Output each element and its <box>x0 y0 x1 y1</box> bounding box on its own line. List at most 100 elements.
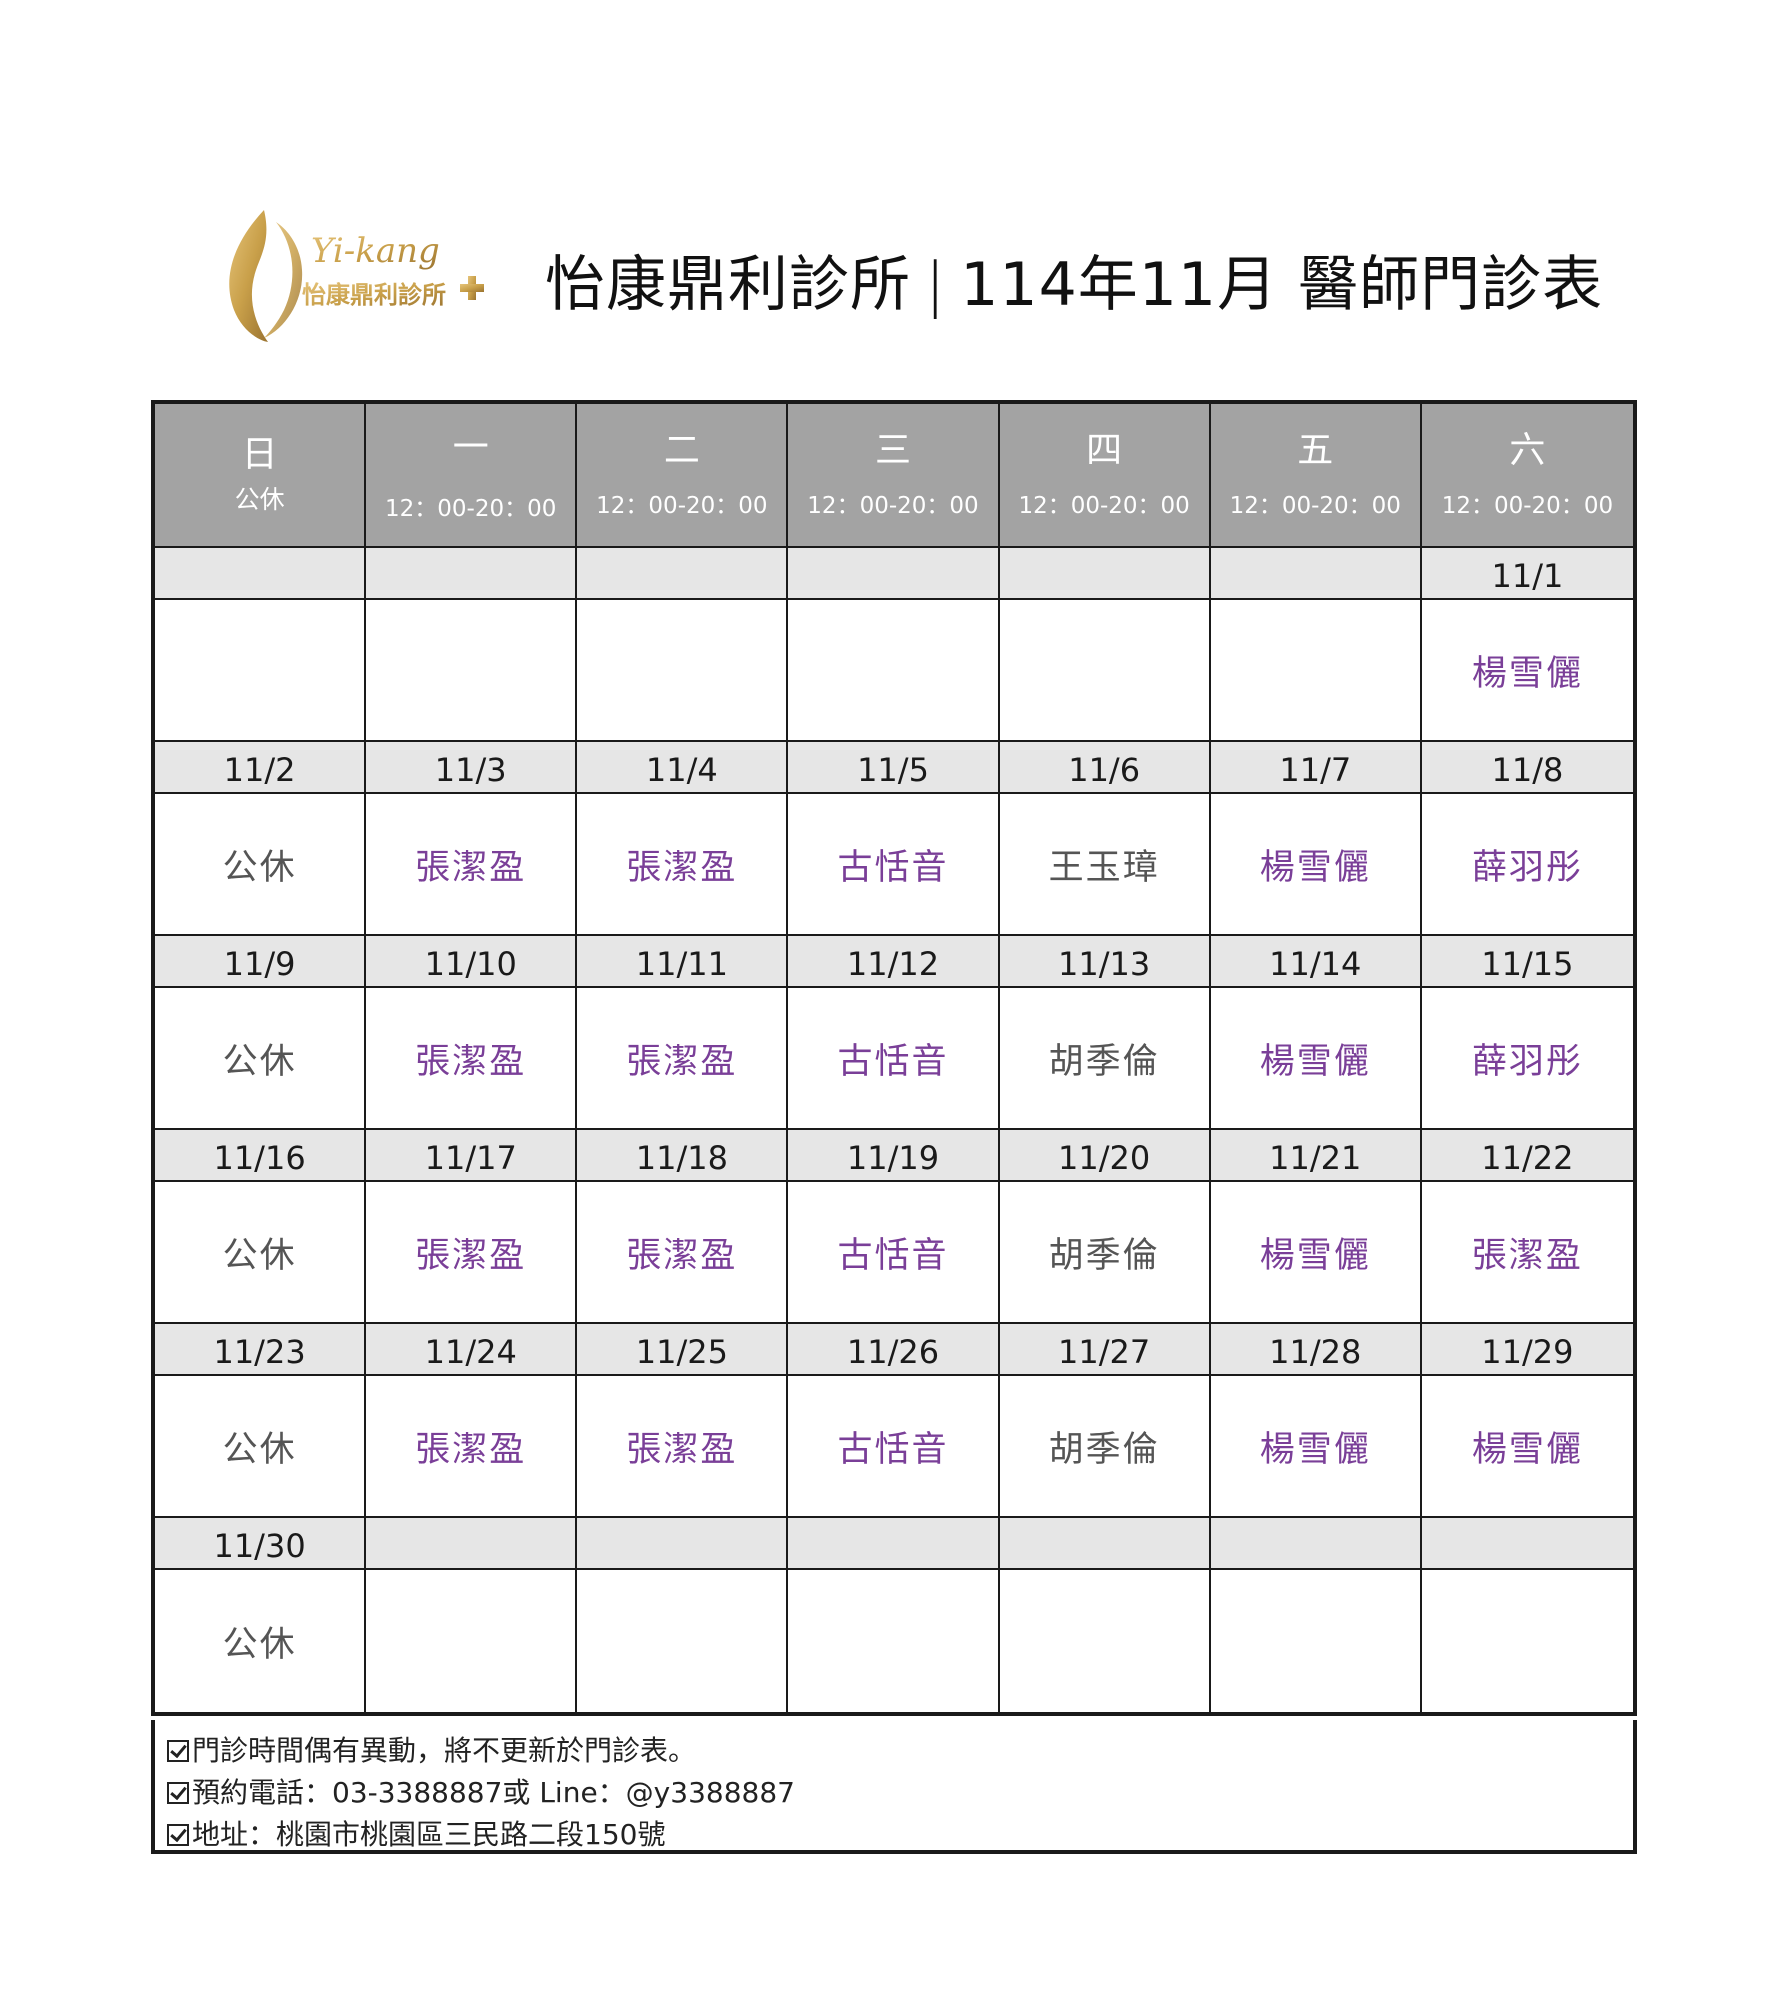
doctor-cell: 楊雪儷 <box>1421 1376 1633 1518</box>
weekday-hours: 12：00-20：00 <box>596 493 768 519</box>
doctor-cell: 張潔盈 <box>366 988 578 1130</box>
date-cell: 11/5 <box>788 742 1000 794</box>
clinic-name: 怡康鼎利診所 <box>545 250 911 320</box>
date-cell <box>1421 1518 1633 1570</box>
date-cell <box>1210 1518 1422 1570</box>
doctor-cell <box>366 600 578 742</box>
date-cell: 11/28 <box>1210 1324 1422 1376</box>
doctor-row: 公休 <box>155 1570 1633 1712</box>
date-cell <box>999 1518 1211 1570</box>
weekday-name: 日 <box>241 434 278 475</box>
date-row: 11/16 11/17 11/18 11/19 11/20 11/21 11/22 <box>155 1130 1633 1182</box>
date-cell: 11/15 <box>1421 936 1633 988</box>
doctor-cell: 張潔盈 <box>577 988 789 1130</box>
checkbox-checked-icon <box>167 1824 189 1846</box>
date-cell <box>788 1518 1000 1570</box>
weeks-container: 11/1 楊雪儷 11/2 11/3 11/4 11/5 11/6 11/7 11/8 公休 張潔盈… <box>155 548 1633 1712</box>
weekday-header-wed: 三 12：00-20：00 <box>788 404 1000 546</box>
date-row: 11/30 <box>155 1518 1633 1570</box>
doctor-cell <box>1000 1570 1211 1712</box>
doctor-cell <box>1210 600 1422 742</box>
doctor-cell: 張潔盈 <box>577 1182 789 1324</box>
doctor-cell: 楊雪儷 <box>1210 1376 1422 1518</box>
doctor-cell: 楊雪儷 <box>1210 794 1422 936</box>
date-row: 11/1 <box>155 548 1633 600</box>
doctor-cell: 薛羽彤 <box>1421 794 1633 936</box>
doctor-cell: 張潔盈 <box>366 794 578 936</box>
date-cell: 11/13 <box>999 936 1211 988</box>
doctor-row: 公休 張潔盈 張潔盈 古恬音 胡季倫 楊雪儷 薛羽彤 <box>155 988 1633 1130</box>
doctor-cell <box>1211 1570 1422 1712</box>
date-cell <box>788 548 1000 600</box>
note-text: 門診時間偶有異動，將不更新於門診表。 <box>192 1734 697 1767</box>
date-cell: 11/8 <box>1421 742 1633 794</box>
weekday-header-thu: 四 12：00-20：00 <box>1000 404 1211 546</box>
doctor-cell: 古恬音 <box>788 1376 1000 1518</box>
weekday-name: 四 <box>1086 430 1123 471</box>
doctor-cell: 胡季倫 <box>999 1376 1211 1518</box>
date-cell: 11/29 <box>1421 1324 1633 1376</box>
note-text: 預約電話：03-3388887或 Line：@y3388887 <box>192 1776 795 1809</box>
date-cell: 11/16 <box>155 1130 367 1182</box>
weekday-hours: 12：00-20：00 <box>1229 493 1401 519</box>
weekday-hours: 公休 <box>234 485 285 514</box>
date-row: 11/2 11/3 11/4 11/5 11/6 11/7 11/8 <box>155 742 1633 794</box>
date-cell: 11/6 <box>999 742 1211 794</box>
doctor-cell <box>577 1570 789 1712</box>
doctor-row: 公休 張潔盈 張潔盈 古恬音 胡季倫 楊雪儷 張潔盈 <box>155 1182 1633 1324</box>
date-cell: 11/10 <box>366 936 578 988</box>
date-cell: 11/17 <box>366 1130 578 1182</box>
date-cell: 11/24 <box>366 1324 578 1376</box>
weekday-name: 六 <box>1509 430 1546 471</box>
date-row: 11/23 11/24 11/25 11/26 11/27 11/28 11/29 <box>155 1324 1633 1376</box>
date-cell: 11/30 <box>155 1518 367 1570</box>
date-cell: 11/2 <box>155 742 367 794</box>
title-separator: | <box>925 250 947 320</box>
closed-cell: 公休 <box>155 1376 367 1518</box>
doctor-cell: 張潔盈 <box>577 794 789 936</box>
doctor-cell: 張潔盈 <box>1421 1182 1633 1324</box>
date-cell: 11/1 <box>1421 548 1633 600</box>
weekday-header-mon: 一 12：00-20：00 <box>366 404 578 546</box>
weekday-hours: 12：00-20：00 <box>1441 493 1614 519</box>
date-cell <box>155 548 367 600</box>
date-cell <box>999 548 1211 600</box>
date-cell: 11/12 <box>788 936 1000 988</box>
weekday-header-row: 日 公休 一 12：00-20：00 二 12：00-20：00 三 12：00… <box>155 404 1633 548</box>
date-cell: 11/14 <box>1210 936 1422 988</box>
date-cell <box>1210 548 1422 600</box>
closed-cell: 公休 <box>155 1182 367 1324</box>
doctor-row: 公休 張潔盈 張潔盈 古恬音 胡季倫 楊雪儷 楊雪儷 <box>155 1376 1633 1518</box>
doctor-row: 楊雪儷 <box>155 600 1633 742</box>
doctor-cell: 古恬音 <box>788 1182 1000 1324</box>
doctor-cell: 張潔盈 <box>577 1376 789 1518</box>
closed-cell: 公休 <box>155 988 367 1130</box>
date-cell: 11/22 <box>1421 1130 1633 1182</box>
doctor-cell: 楊雪儷 <box>1210 988 1422 1130</box>
date-cell: 11/27 <box>999 1324 1211 1376</box>
date-row: 11/9 11/10 11/11 11/12 11/13 11/14 11/15 <box>155 936 1633 988</box>
weekday-hours: 12：00-20：00 <box>385 496 557 522</box>
logo-name-text: 怡康鼎利診所 <box>302 281 446 309</box>
date-cell <box>366 1518 578 1570</box>
doctor-row: 公休 張潔盈 張潔盈 古恬音 王玉璋 楊雪儷 薛羽彤 <box>155 794 1633 936</box>
date-cell <box>366 548 578 600</box>
doctor-cell <box>1422 1570 1633 1712</box>
note-booking-phone: 預約電話：03-3388887或 Line：@y3388887 <box>167 1772 1621 1814</box>
doctor-cell: 古恬音 <box>788 988 1000 1130</box>
date-cell: 11/11 <box>577 936 789 988</box>
doctor-cell: 胡季倫 <box>999 988 1211 1130</box>
clinic-schedule-table: 日 公休 一 12：00-20：00 二 12：00-20：00 三 12：00… <box>151 400 1637 1716</box>
weekday-hours: 12：00-20：00 <box>1018 493 1190 519</box>
note-text: 地址：桃園市桃園區三民路二段150號 <box>192 1818 666 1851</box>
doctor-cell <box>366 1570 578 1712</box>
doctor-cell: 楊雪儷 <box>1421 600 1633 742</box>
doctor-cell: 楊雪儷 <box>1210 1182 1422 1324</box>
weekday-header-tue: 二 12：00-20：00 <box>577 404 789 546</box>
weekday-name: 三 <box>874 430 911 471</box>
doctor-cell: 薛羽彤 <box>1421 988 1633 1130</box>
page-title: 怡康鼎利診所 | 114年11月 醫師門診表 <box>545 236 1603 323</box>
logo-script-text: Yi-kang <box>311 231 440 271</box>
weekday-name: 一 <box>452 427 489 468</box>
closed-cell: 公休 <box>155 794 367 936</box>
